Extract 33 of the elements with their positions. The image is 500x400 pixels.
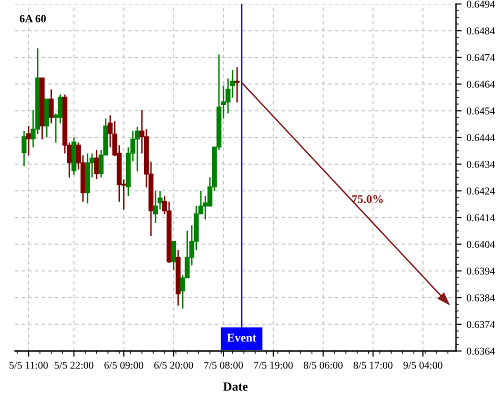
x-tick-label: 7/5 19:00 [254,362,293,369]
y-tick-label: 0.6414 [466,214,495,222]
y-tick-label: 0.6434 [466,160,495,168]
candlestick [94,149,100,180]
text: 6A 60 [20,14,46,22]
y-tick-label: 0.6394 [466,268,495,275]
y-tick-label: 0.6494 [466,0,495,8]
x-tick-label: 8/5 06:00 [304,362,343,369]
x-axis-title: Date [223,382,248,391]
y-tick-label: 0.6404 [466,240,495,248]
x-tick-label: 9/5 04:00 [403,362,442,369]
y-tick-label: 0.6424 [466,188,495,195]
candlestick [171,240,176,271]
x-tick-label: 5/5 22:00 [54,362,94,369]
y-tick-label: 0.6384 [466,294,495,302]
x-tick-label: 6/5 20:00 [154,362,194,369]
y-tick-label: 0.6444 [466,134,495,142]
y-tick-label: 0.6474 [466,54,495,62]
y-tick-label: 0.6484 [466,27,495,34]
candlestick [22,130,27,167]
y-tick-label: 0.6454 [466,107,495,115]
candlestick [234,66,240,104]
annotation: 75.0% [352,195,383,204]
y-tick-label: 0.6364 [466,348,495,355]
annotation: Event [227,334,256,342]
x-tick-label: 8/5 17:00 [354,362,392,369]
candlestick [134,126,140,172]
x-tick-label: 7/5 08:00 [204,362,243,369]
x-tick-label: 6/5 09:00 [104,362,144,369]
x-tick-label: 5/5 11:00 [10,362,48,369]
y-tick-label: 0.6374 [466,320,495,328]
y-tick-label: 0.6464 [466,80,495,88]
candlestick [48,88,54,124]
